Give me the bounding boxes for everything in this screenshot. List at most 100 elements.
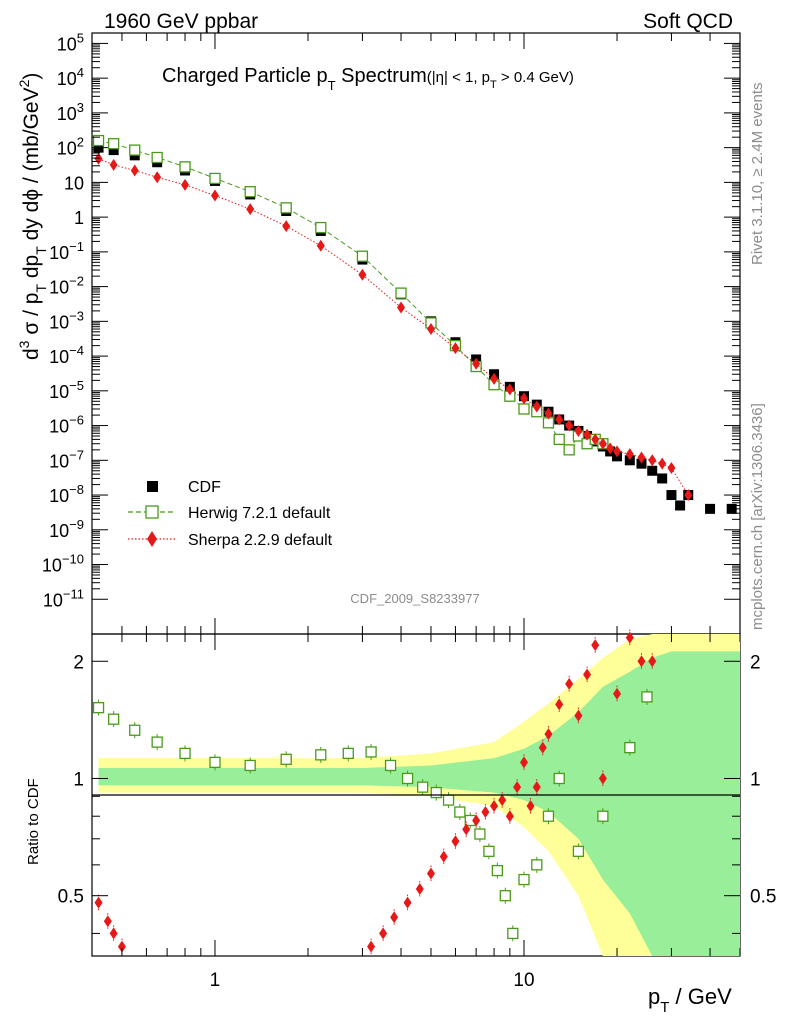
y-tick-label: 10−3: [49, 308, 84, 332]
y-tick-label: 10−9: [49, 517, 84, 541]
axis-tick-labels: 1 1010510410310210110−110−210−310−410−510…: [42, 30, 777, 991]
sherpa-point: [130, 164, 139, 177]
ratio-sherpa-point: [591, 639, 600, 652]
ratio-tick-label-right: 1: [750, 769, 761, 790]
y-tick-label: 10−10: [42, 552, 84, 576]
herwig-point: [244, 186, 256, 198]
ratio-sherpa-point: [490, 799, 499, 812]
ratio-herwig-point: [430, 786, 442, 799]
ratio-herwig-point: [315, 749, 327, 761]
ratio-herwig-point: [499, 890, 511, 902]
legend: CDF Herwig 7.2.1 default Sherpa 2.2.9 de…: [128, 479, 333, 549]
ratio-herwig-point: [107, 713, 120, 725]
y-tick-label: 10−6: [49, 413, 84, 437]
ratio-sherpa-point: [472, 814, 481, 827]
herwig-point: [356, 250, 369, 262]
ratio-herwig-point: [474, 828, 486, 840]
ratio-herwig-point: [209, 756, 221, 769]
y-tick-label: 104: [57, 65, 84, 89]
cdf-point: [666, 490, 677, 501]
ratio-sherpa-point: [648, 655, 657, 668]
y-tick-label: 10−8: [49, 482, 84, 506]
ratio-sherpa-point: [598, 772, 607, 785]
legend-marker-sherpa: [147, 531, 157, 547]
herwig-point: [563, 444, 575, 456]
y-tick-label: 10−2: [49, 274, 84, 298]
herwig-point: [395, 287, 407, 299]
analysis-id: CDF_2009_S8233977: [350, 591, 479, 606]
sherpa-point: [472, 357, 481, 370]
ratio-herwig-point: [491, 864, 504, 877]
sherpa-point: [282, 220, 291, 233]
ratio-sherpa-point: [583, 668, 592, 681]
sherpa-point: [598, 437, 607, 450]
sherpa-point: [358, 268, 367, 281]
ratio-herwig-point: [384, 759, 397, 772]
sherpa-point: [544, 407, 553, 420]
sherpa-point: [426, 323, 435, 336]
y-tick-label: 105: [57, 30, 84, 54]
sherpa-point: [210, 189, 219, 202]
ratio-tick-label: 0.5: [58, 887, 84, 908]
ratio-herwig-point: [518, 873, 530, 886]
cdf-point: [705, 503, 716, 514]
x-tick-label: 10: [513, 970, 534, 991]
ratio-herwig-point: [280, 753, 292, 765]
herwig-point: [151, 151, 163, 164]
ratio-sherpa-point: [403, 896, 412, 909]
cdf-point: [636, 458, 647, 469]
y-tick-label: 102: [57, 135, 84, 159]
x-tick-label: 1: [210, 970, 221, 991]
ratio-sherpa-point: [367, 940, 376, 953]
ratio-herwig-point: [483, 845, 495, 857]
y-tick-label: 1: [74, 208, 84, 228]
sherpa-point: [574, 424, 583, 437]
axis-ticks: [91, 33, 741, 956]
ratio-sherpa-point: [481, 806, 490, 819]
sherpa-point: [684, 489, 693, 502]
sherpa-point: [94, 152, 103, 165]
herwig-point: [209, 172, 221, 185]
ratio-sherpa-point: [625, 631, 634, 644]
ratio-sherpa-point: [538, 741, 547, 754]
sherpa-point: [532, 400, 541, 413]
cdf-point: [657, 473, 668, 484]
herwig-point: [129, 144, 141, 156]
y-tick-label: 10−11: [43, 586, 84, 610]
ratio-y-axis-label: Ratio to CDF: [25, 778, 42, 865]
herwig-point: [179, 161, 191, 173]
legend-marker-herwig: [145, 505, 159, 519]
ratio-herwig-point: [129, 724, 141, 736]
sherpa-point: [153, 171, 162, 184]
main-series-points: [92, 134, 737, 514]
sherpa-point: [246, 203, 255, 216]
sherpa-point: [316, 239, 325, 252]
legend-label-cdf: CDF: [188, 479, 221, 496]
legend-label-herwig: Herwig 7.2.1 default: [188, 505, 331, 522]
y-tick-label: 10: [64, 173, 84, 193]
ratio-sherpa-point: [555, 698, 564, 711]
rivet-version: Rivet 3.1.10, ≥ 2.4M events: [749, 83, 766, 266]
cdf-point: [647, 465, 658, 476]
ratio-herwig-point: [553, 772, 565, 785]
ratio-tick-label: 1: [73, 769, 84, 790]
y-tick-label: 10−4: [49, 343, 84, 367]
ratio-sherpa-point: [565, 677, 574, 690]
sherpa-point: [505, 383, 514, 396]
sherpa-point: [648, 454, 657, 467]
ratio-herwig-point: [641, 691, 653, 703]
sherpa-point: [583, 428, 592, 441]
ratio-herwig-point: [151, 736, 163, 748]
ratio-herwig-point: [342, 747, 354, 760]
ratio-herwig-point: [401, 772, 414, 785]
legend-marker-cdf: [147, 481, 158, 492]
cdf-point: [624, 455, 635, 466]
ratio-sherpa-point: [574, 709, 583, 722]
ratio-herwig-point: [179, 747, 191, 760]
cdf-point: [726, 503, 737, 514]
sherpa-point: [451, 342, 460, 355]
ratio-tick-label: 2: [73, 652, 84, 673]
ratio-sherpa-point: [544, 728, 553, 741]
ratio-herwig-point: [507, 927, 519, 940]
energy-label: 1960 GeV ppbar: [104, 10, 258, 33]
